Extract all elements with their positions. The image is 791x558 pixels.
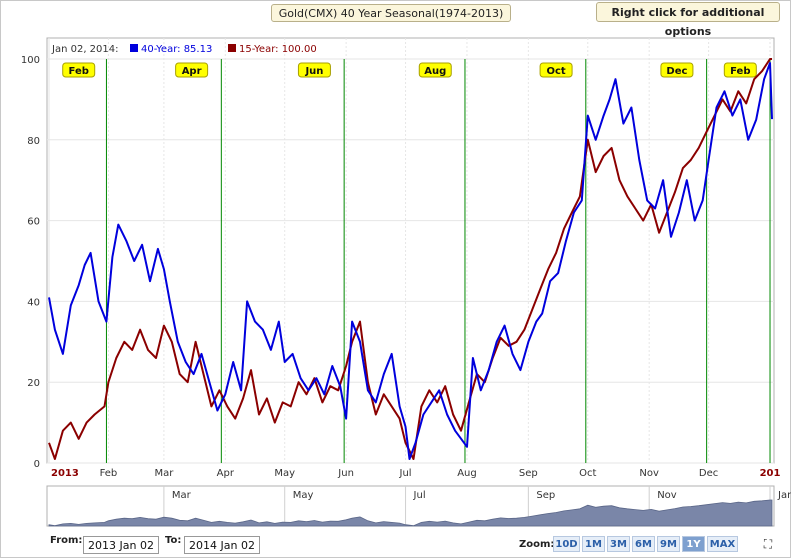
- month-badge-label: Oct: [546, 66, 565, 77]
- y-tick-label: 100: [21, 55, 40, 66]
- month-badge: Aug: [418, 62, 452, 78]
- month-badge-label: Feb: [730, 66, 750, 77]
- plot-area: [46, 37, 775, 464]
- y-tick-label: 80: [27, 136, 40, 147]
- month-badge-label: Jun: [304, 66, 323, 77]
- chart-title-button[interactable]: Gold(CMX) 40 Year Seasonal(1974-2013): [271, 4, 511, 22]
- month-badge: Oct: [539, 62, 573, 78]
- zoom-button-1m[interactable]: 1M: [582, 536, 605, 552]
- month-badge-box: [175, 62, 209, 78]
- x-tick-label: May: [274, 468, 295, 479]
- to-date-input[interactable]: 2014 Jan 02: [184, 536, 260, 554]
- legend: Jan 02, 2014: 40-Year: 85.13 15-Year: 10…: [51, 44, 317, 55]
- nav-label: Mar: [172, 490, 192, 501]
- month-badge-label: Feb: [69, 66, 89, 77]
- additional-options-button[interactable]: Right click for additional options: [596, 2, 780, 38]
- month-badge-box: [418, 62, 452, 78]
- y-tick-label: 0: [34, 459, 40, 470]
- month-badge-box: [62, 62, 96, 78]
- zoom-button-3m[interactable]: 3M: [607, 536, 630, 552]
- x-tick-label: Aug: [457, 468, 477, 479]
- legend-swatch-15: [228, 44, 236, 52]
- nav-label: Nov: [657, 490, 677, 501]
- month-badge: Feb: [62, 62, 96, 78]
- series-line-40-year: [48, 62, 773, 460]
- month-badge-label: Dec: [666, 66, 687, 77]
- zoom-button-max[interactable]: MAX: [707, 536, 738, 552]
- nav-label: Jul: [413, 490, 426, 501]
- from-label: From:: [50, 535, 83, 546]
- x-tick-label: 2013: [51, 468, 79, 479]
- navigator-area: [48, 499, 773, 527]
- legend-series-40: 40-Year: 85.13: [141, 44, 212, 55]
- to-label: To:: [165, 535, 182, 546]
- y-tick-label: 20: [27, 378, 40, 389]
- series-lines: [48, 58, 773, 460]
- navigator[interactable]: Mar May Jul Sep Nov Jan 1: [46, 485, 791, 527]
- zoom-button-9m[interactable]: 9M: [657, 536, 680, 552]
- nav-label: Sep: [536, 490, 555, 501]
- x-axis-ticks: 2013 Feb Mar Apr May Jun Jul Aug Sep Oct Nov Dec 201: [51, 468, 780, 479]
- x-tick-label: Jul: [399, 468, 412, 479]
- x-tick-label: Sep: [519, 468, 538, 479]
- x-tick-label: Mar: [154, 468, 174, 479]
- month-badge: Dec: [660, 62, 694, 78]
- month-badge-box: [297, 62, 331, 78]
- from-date-input[interactable]: 2013 Jan 02: [83, 536, 159, 554]
- month-badge: Jun: [297, 62, 331, 78]
- month-badge-label: Apr: [182, 66, 202, 77]
- x-tick-label: 201: [760, 468, 781, 479]
- month-badge: Apr: [175, 62, 209, 78]
- month-badge-box: [723, 62, 757, 78]
- zoom-button-1y[interactable]: 1Y: [682, 536, 705, 552]
- month-badge-box: [539, 62, 573, 78]
- legend-date: Jan 02, 2014:: [51, 44, 119, 55]
- month-badge-label: Aug: [424, 66, 446, 77]
- month-badge-box: [660, 62, 694, 78]
- zoom-button-10d[interactable]: 10D: [553, 536, 580, 552]
- zoom-label: Zoom:: [519, 539, 555, 550]
- x-tick-label: Feb: [100, 468, 118, 479]
- y-tick-label: 60: [27, 217, 40, 228]
- x-tick-label: Jun: [337, 468, 354, 479]
- expand-icon[interactable]: ⛶: [763, 537, 773, 551]
- month-badge: Feb: [723, 62, 757, 78]
- month-badges: Feb Apr Jun Aug Oct Dec Feb: [62, 62, 757, 78]
- x-tick-label: Nov: [639, 468, 659, 479]
- x-tick-label: Apr: [217, 468, 235, 479]
- y-tick-label: 40: [27, 297, 40, 308]
- legend-series-15: 15-Year: 100.00: [239, 44, 317, 55]
- legend-swatch-40: [130, 44, 138, 52]
- y-axis-ticks: 0 20 40 60 80 100: [21, 55, 40, 470]
- nav-label: Jan 1: [777, 490, 791, 501]
- x-tick-label: Oct: [579, 468, 596, 479]
- zoom-button-6m[interactable]: 6M: [632, 536, 655, 552]
- x-tick-label: Dec: [699, 468, 718, 479]
- nav-label: May: [293, 490, 314, 501]
